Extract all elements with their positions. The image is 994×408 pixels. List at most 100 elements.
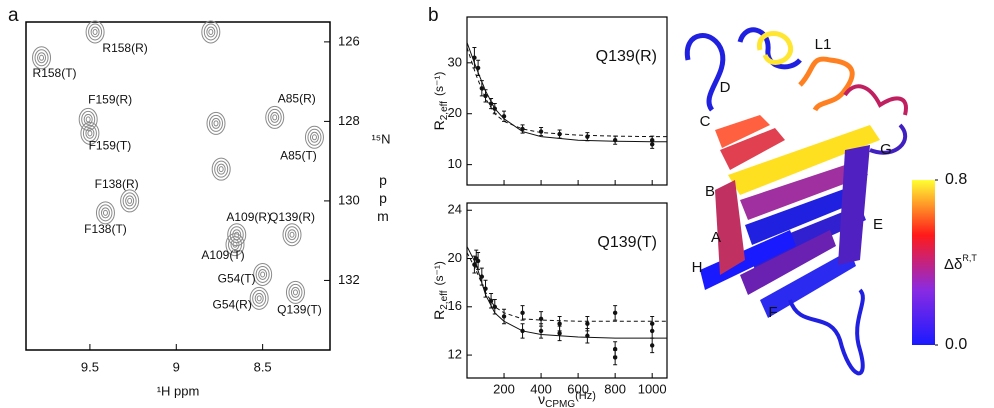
strand [740,230,836,295]
y-axis-label: R2,eff (s⁻¹) [431,261,450,320]
contour-ring [102,209,108,216]
chart-title: Q139(R) [596,48,657,65]
data-point [538,316,544,322]
plot-frame [466,202,668,379]
strand [715,115,770,148]
contour-ring [304,125,324,149]
contour-ring [228,236,242,254]
peak [285,280,305,304]
loop [788,288,865,376]
y-tick-label: 24 [448,202,462,217]
structure-label: B [705,183,715,200]
y-axis-label-base: R [431,120,447,130]
y-axis-label: ¹⁵N [371,131,390,146]
strand [760,250,856,318]
panel-label: a [8,5,19,26]
contour-ring [255,265,270,283]
contour-ring [80,121,100,145]
contour-ring [230,239,240,251]
peak [211,157,231,181]
contour-ring [218,166,224,173]
structure-label: A [711,229,721,246]
peak-label: F138(T) [84,222,127,236]
data-point [472,262,477,267]
peak [120,189,140,213]
peak [225,233,245,257]
x-axis-label: ¹H ppm [157,383,200,398]
contour-ring [32,46,52,70]
contour-ring [37,52,47,64]
data-point [557,131,562,137]
colorbar-tick-label: 0.0 [945,336,967,353]
contour-ring [252,289,267,307]
peak-label: A109(T) [201,248,244,262]
data-point [585,333,590,338]
y-axis-unit: ppm [375,172,391,226]
contour-ring [285,280,305,304]
data-point [501,114,507,119]
plot-frame [25,21,331,351]
strand [715,180,745,275]
data-point [557,331,562,336]
peak [95,201,115,225]
data-point [585,134,590,139]
x-tick-label: 9.5 [81,359,99,374]
data-point [557,321,562,326]
peak-label: G54(R) [213,297,252,311]
x-tick-label: 1000 [638,381,667,396]
fit-curve [467,252,667,322]
peak [304,125,324,149]
data-point [649,142,655,147]
loop [737,27,802,70]
y-tick-label: 128 [338,113,360,128]
y-axis-label-unit: (s⁻¹) [432,261,446,285]
contour-ring [216,163,226,175]
data-point [612,355,618,360]
y-axis-label: R2,eff (s⁻¹) [431,72,450,131]
contour-ring [90,26,100,38]
contour-ring [95,201,115,225]
contour-ring [253,262,273,286]
peak-label: F159(R) [88,93,132,107]
data-point [585,321,590,326]
peak [201,20,221,44]
contour-ring [92,28,98,35]
peak [249,286,269,310]
contour-ring [249,286,269,310]
data-point [649,328,655,334]
data-point [612,138,618,143]
contour-ring [290,286,300,298]
contour-ring [258,268,268,280]
y-axis-label-sub: 2,eff [439,290,450,309]
peak-label: F159(T) [89,138,132,152]
structure-label: L1 [815,36,832,53]
data-point [538,129,544,134]
contour-ring [292,289,298,296]
data-point [649,343,655,348]
fit-curve [467,246,667,339]
x-tick-label: 400 [530,381,552,396]
structure-label: E [873,216,883,233]
peak-label: A85(R) [278,92,316,106]
x-axis-label: νCPMG(Hz) [538,390,596,408]
peak [85,20,105,44]
strand [740,160,868,220]
loop [798,56,855,112]
data-point [612,310,618,316]
data-point [488,101,494,106]
peak-label: Q139(T) [277,303,322,317]
contour-ring [206,111,226,135]
contour-ring [201,20,221,44]
contour-ring [232,241,238,248]
contour-ring [270,111,280,123]
data-point [472,55,477,60]
chart-title: Q139(T) [597,234,657,251]
y-axis-label-unit: (s⁻¹) [432,72,446,96]
data-point [475,258,481,264]
panel-label: b [428,5,439,26]
y-tick-label: 12 [448,347,462,362]
peak [32,46,52,70]
plot-frame [466,16,668,186]
peak [80,121,100,145]
